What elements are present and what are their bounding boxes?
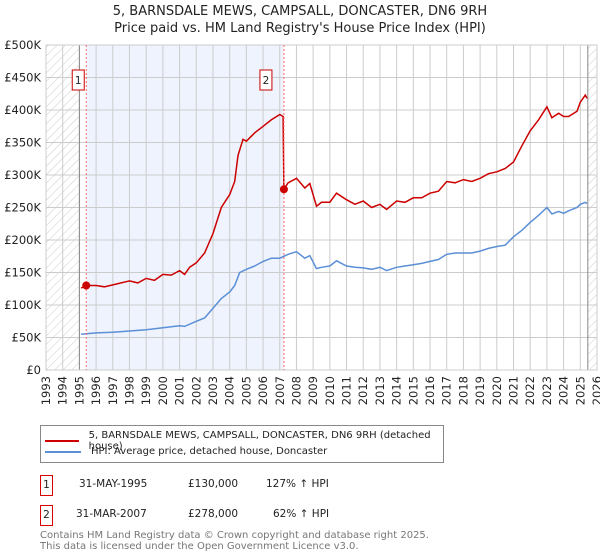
x-tick-label: 2000 bbox=[156, 376, 170, 405]
x-tick-label: 2003 bbox=[206, 376, 220, 405]
x-tick-label: 2019 bbox=[473, 376, 487, 405]
hpi-line bbox=[81, 201, 588, 336]
x-tick-label: 2024 bbox=[557, 376, 571, 405]
sale-badge: 2 bbox=[40, 505, 53, 526]
y-tick-label: £500K bbox=[4, 38, 41, 52]
sale-price: £130,000 bbox=[188, 478, 239, 490]
x-tick-label: 2021 bbox=[507, 376, 521, 405]
footer: Contains HM Land Registry data © Crown c… bbox=[40, 530, 429, 552]
sale-date: 31-MAY-1995 bbox=[79, 478, 148, 490]
legend-label-property: 5, BARNSDALE MEWS, CAMPSALL, DONCASTER, … bbox=[88, 430, 431, 452]
x-tick-label: 2016 bbox=[423, 376, 437, 405]
sale-hpi-change: 127% ↑ HPI bbox=[266, 478, 329, 490]
sale-point bbox=[279, 185, 288, 194]
x-tick-label: 2012 bbox=[356, 376, 370, 405]
x-tick-label: 1995 bbox=[72, 376, 86, 405]
x-tick-label: 2015 bbox=[406, 376, 420, 405]
x-tick-label: 2008 bbox=[289, 376, 303, 405]
legend-item-property: 5, BARNSDALE MEWS, CAMPSALL, DONCASTER, … bbox=[45, 430, 443, 452]
y-tick-label: £450K bbox=[4, 71, 41, 85]
x-tick-label: 1993 bbox=[39, 376, 53, 405]
legend-swatch-hpi bbox=[45, 450, 81, 453]
x-tick-label: 2002 bbox=[189, 376, 203, 405]
sale-marker-badge bbox=[71, 69, 85, 91]
x-tick-label: 1998 bbox=[122, 376, 136, 405]
x-tick-label: 1994 bbox=[56, 376, 70, 405]
x-tick-label: 2013 bbox=[373, 376, 387, 405]
sale-date: 31-MAR-2007 bbox=[76, 508, 147, 520]
chart-legend: 5, BARNSDALE MEWS, CAMPSALL, DONCASTER, … bbox=[40, 425, 444, 463]
x-tick-label: 2004 bbox=[223, 376, 237, 405]
x-tick-label: 2009 bbox=[306, 376, 320, 405]
x-tick-label: 2022 bbox=[523, 376, 537, 405]
y-tick-label: £250K bbox=[4, 201, 41, 215]
sale-badge: 1 bbox=[40, 475, 53, 496]
y-tick-label: £100K bbox=[4, 298, 41, 312]
legend-item-hpi: HPI: Average price, detached house, Donc… bbox=[45, 446, 327, 457]
y-tick-label: £300K bbox=[4, 168, 41, 182]
x-tick-label: 1999 bbox=[139, 376, 153, 405]
x-tick-label: 2011 bbox=[340, 376, 354, 405]
legend-label-hpi: HPI: Average price, detached house, Donc… bbox=[91, 446, 328, 457]
plot-border bbox=[45, 44, 598, 371]
chart-subtitle: Price paid vs. HM Land Registry's House … bbox=[114, 21, 486, 36]
x-tick-label: 1997 bbox=[106, 376, 120, 405]
x-tick-label: 2020 bbox=[490, 376, 504, 405]
y-tick-label: £200K bbox=[4, 233, 41, 247]
x-tick-label: 1996 bbox=[89, 376, 103, 405]
x-tick-label: 2026 bbox=[590, 376, 600, 405]
sale-marker-badge bbox=[259, 69, 273, 91]
sale-hpi-change: 62% ↑ HPI bbox=[273, 508, 330, 520]
x-tick-label: 2001 bbox=[173, 376, 187, 405]
property-price-line bbox=[80, 93, 588, 289]
legend-swatch-property bbox=[45, 440, 79, 442]
x-tick-label: 2006 bbox=[256, 376, 270, 405]
y-tick-label: £0 bbox=[26, 363, 41, 377]
y-tick-label: £150K bbox=[4, 266, 41, 280]
y-tick-label: £400K bbox=[4, 103, 41, 117]
x-tick-label: 2023 bbox=[540, 376, 554, 405]
x-tick-label: 2025 bbox=[573, 376, 587, 405]
footer-licence: This data is licensed under the Open Gov… bbox=[40, 540, 359, 552]
y-tick-label: £350K bbox=[4, 136, 41, 150]
y-tick-label: £50K bbox=[12, 331, 42, 345]
x-tick-label: 2017 bbox=[440, 376, 454, 405]
x-tick-label: 2007 bbox=[273, 376, 287, 405]
sale-point bbox=[82, 281, 91, 290]
x-tick-label: 2005 bbox=[239, 376, 253, 405]
x-tick-label: 2010 bbox=[323, 376, 337, 405]
footer-copyright: Contains HM Land Registry data © Crown c… bbox=[40, 530, 429, 541]
sale-price: £278,000 bbox=[188, 508, 239, 520]
sale-marker-label: 2 bbox=[263, 75, 270, 87]
chart-title: 5, BARNSDALE MEWS, CAMPSALL, DONCASTER, … bbox=[112, 4, 488, 19]
sale-marker-label: 1 bbox=[75, 75, 82, 87]
x-tick-label: 2018 bbox=[456, 376, 470, 405]
x-tick-label: 2014 bbox=[390, 376, 404, 405]
